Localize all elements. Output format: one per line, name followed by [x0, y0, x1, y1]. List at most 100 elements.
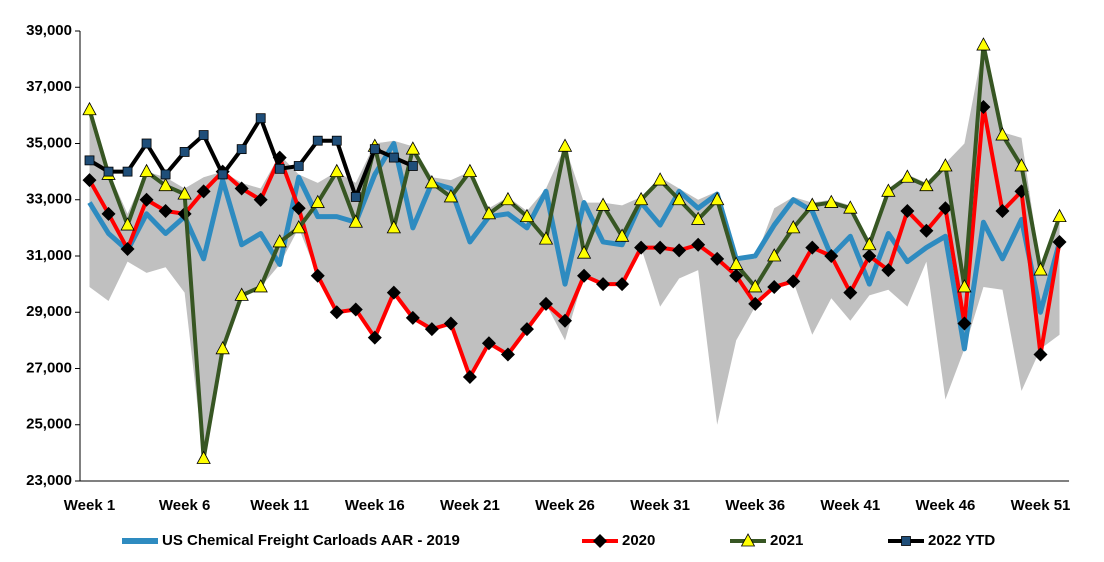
marker	[595, 197, 611, 211]
marker	[729, 256, 744, 270]
marker	[462, 369, 477, 384]
x-tick-label: Week 41	[820, 497, 880, 514]
marker	[729, 268, 744, 283]
marker	[84, 155, 95, 166]
marker	[424, 322, 439, 337]
marker	[179, 147, 190, 157]
marker	[634, 240, 649, 255]
series-line	[87, 43, 1062, 461]
legend-marker	[740, 533, 756, 547]
marker	[824, 249, 839, 263]
marker	[386, 285, 401, 300]
marker	[652, 172, 668, 186]
series-line	[87, 141, 1062, 352]
y-tick-label: 35,000	[26, 134, 72, 151]
y-tick-label: 23,000	[26, 472, 72, 489]
marker	[310, 268, 325, 283]
marker	[82, 101, 97, 116]
legend-marker	[901, 536, 911, 546]
x-tick-label: Week 21	[440, 497, 500, 514]
marker	[160, 169, 171, 180]
marker	[481, 205, 497, 220]
marker	[139, 192, 154, 207]
y-tick-label: 31,000	[26, 247, 72, 264]
marker	[1014, 158, 1029, 172]
marker	[614, 228, 630, 242]
marker	[312, 135, 323, 146]
legend-label: US Chemical Freight Carloads AAR - 2019	[162, 532, 460, 549]
marker	[348, 302, 363, 317]
marker	[103, 166, 114, 177]
marker	[671, 191, 687, 206]
marker	[538, 231, 554, 245]
y-tick-label: 33,000	[26, 191, 72, 208]
marker	[690, 211, 706, 225]
marker	[367, 330, 382, 345]
legend-label: 2020	[622, 532, 655, 549]
marker	[805, 240, 820, 255]
marker	[709, 191, 725, 206]
marker	[405, 310, 420, 325]
marker	[615, 277, 630, 292]
marker	[995, 204, 1010, 218]
series	[82, 99, 1067, 384]
x-tick-label: Week 26	[535, 497, 595, 514]
marker	[462, 163, 478, 178]
marker	[122, 166, 133, 177]
marker	[748, 279, 763, 293]
marker	[596, 277, 611, 292]
series	[82, 37, 1067, 464]
marker	[957, 279, 972, 293]
marker	[957, 316, 972, 331]
marker	[938, 158, 953, 172]
marker	[253, 279, 268, 293]
marker	[443, 316, 458, 331]
marker	[388, 152, 399, 163]
marker	[576, 245, 592, 259]
marker	[824, 194, 839, 208]
marker	[691, 237, 706, 252]
legend-marker	[593, 534, 607, 548]
marker	[881, 263, 896, 278]
marker	[196, 184, 211, 199]
marker	[329, 163, 344, 178]
marker	[557, 138, 573, 152]
marker	[141, 138, 152, 149]
marker	[481, 336, 496, 351]
marker	[519, 208, 535, 223]
marker	[348, 214, 363, 228]
marker	[919, 223, 934, 238]
series-line	[87, 104, 1062, 379]
marker	[900, 169, 915, 183]
marker	[767, 248, 782, 262]
marker	[767, 279, 782, 294]
marker	[558, 313, 573, 328]
marker	[407, 161, 418, 171]
marker	[424, 175, 440, 189]
marker	[1052, 234, 1067, 249]
x-tick-label: Week 11	[250, 497, 309, 514]
marker	[900, 204, 915, 218]
marker	[120, 217, 135, 231]
marker	[272, 234, 287, 248]
y-tick-label: 39,000	[26, 22, 72, 39]
marker	[976, 37, 991, 51]
marker	[331, 135, 342, 146]
marker	[350, 192, 361, 202]
marker	[1033, 262, 1048, 276]
marker	[291, 201, 306, 216]
marker	[748, 296, 763, 311]
marker	[443, 189, 459, 203]
x-tick-label: Week 1	[64, 497, 115, 514]
marker	[177, 186, 192, 200]
marker	[633, 191, 649, 206]
marker	[805, 197, 820, 211]
marker	[843, 285, 858, 300]
x-tick-label: Week 36	[725, 497, 785, 514]
marker	[881, 183, 896, 197]
marker	[293, 161, 304, 171]
x-tick-label: Week 31	[630, 497, 690, 514]
marker	[843, 200, 858, 214]
y-tick-label: 25,000	[26, 416, 72, 433]
